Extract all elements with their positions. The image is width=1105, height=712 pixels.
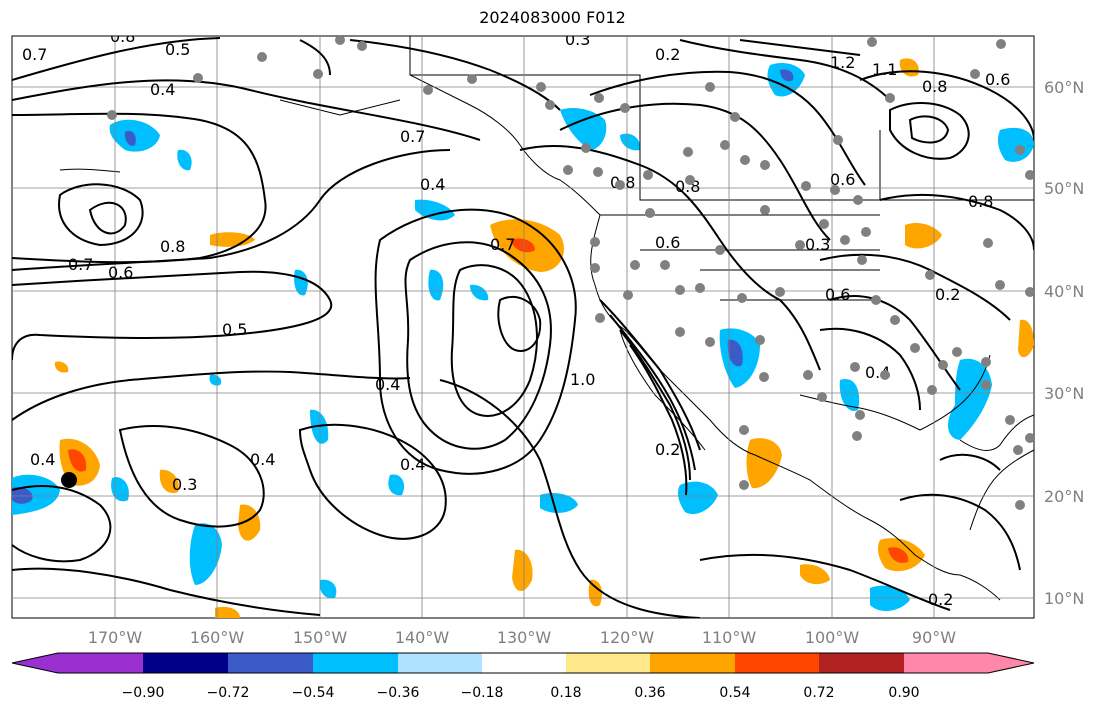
svg-text:0.8: 0.8 [922, 77, 947, 96]
svg-text:0.90: 0.90 [888, 685, 919, 701]
svg-text:0.7: 0.7 [22, 45, 47, 64]
colorbar-segment [12, 653, 143, 673]
svg-text:110°W: 110°W [702, 628, 757, 647]
svg-text:20°N: 20°N [1044, 487, 1084, 506]
svg-text:0.2: 0.2 [928, 590, 953, 609]
svg-text:1.0: 1.0 [570, 370, 595, 389]
station-markers [107, 36, 1034, 510]
svg-text:0.7: 0.7 [400, 127, 425, 146]
colorbar-segment [904, 653, 1034, 673]
colorbar-segment [313, 653, 398, 673]
svg-text:60°N: 60°N [1044, 78, 1084, 97]
svg-text:0.3: 0.3 [565, 30, 590, 49]
svg-text:50°N: 50°N [1044, 179, 1084, 198]
contour-lines [12, 37, 1034, 618]
svg-text:−0.90: −0.90 [122, 685, 165, 701]
svg-text:0.2: 0.2 [655, 440, 680, 459]
svg-text:0.2: 0.2 [935, 285, 960, 304]
svg-text:0.6: 0.6 [655, 233, 680, 252]
colorbar-segment [566, 653, 650, 673]
svg-text:−0.36: −0.36 [377, 685, 420, 701]
contour-labels: 0.7 0.8 0.5 0.4 0.3 0.2 1.2 1.1 0.8 0.6 … [22, 27, 1010, 609]
svg-text:170°W: 170°W [88, 628, 143, 647]
latitude-labels: 60°N 50°N 40°N 30°N 20°N 10°N [1044, 78, 1084, 608]
colorbar-segment [143, 653, 228, 673]
svg-text:−0.18: −0.18 [461, 685, 504, 701]
plot-area [11, 35, 1035, 619]
storm-marker [61, 472, 77, 488]
svg-text:0.8: 0.8 [110, 27, 135, 46]
coastlines [59, 36, 1034, 601]
svg-text:10°N: 10°N [1044, 589, 1084, 608]
svg-text:0.4: 0.4 [400, 455, 425, 474]
svg-text:90°W: 90°W [912, 628, 956, 647]
svg-text:0.4: 0.4 [375, 375, 400, 394]
svg-text:1.2: 1.2 [830, 53, 855, 72]
svg-text:0.6: 0.6 [985, 70, 1010, 89]
svg-text:0.6: 0.6 [825, 285, 850, 304]
svg-text:160°W: 160°W [190, 628, 245, 647]
svg-text:0.7: 0.7 [68, 255, 93, 274]
svg-text:0.3: 0.3 [805, 235, 830, 254]
svg-text:1.1: 1.1 [872, 60, 897, 79]
svg-text:30°N: 30°N [1044, 384, 1084, 403]
map-title: 2024083000 F012 [479, 8, 626, 27]
colorbar-segment [819, 653, 904, 673]
svg-text:0.5: 0.5 [222, 320, 247, 339]
svg-text:0.4: 0.4 [250, 450, 275, 469]
svg-text:0.72: 0.72 [803, 685, 834, 701]
colorbar-segment [650, 653, 735, 673]
svg-text:0.8: 0.8 [160, 237, 185, 256]
svg-text:0.54: 0.54 [719, 685, 750, 701]
svg-text:−0.54: −0.54 [292, 685, 335, 701]
colorbar: −0.90 −0.72 −0.54 −0.36 −0.18 0.18 0.36 … [11, 652, 1035, 701]
svg-text:0.2: 0.2 [655, 45, 680, 64]
svg-text:0.4: 0.4 [150, 80, 175, 99]
svg-text:120°W: 120°W [600, 628, 655, 647]
colorbar-segment [482, 653, 566, 673]
svg-text:−0.72: −0.72 [207, 685, 250, 701]
svg-text:150°W: 150°W [293, 628, 348, 647]
svg-text:40°N: 40°N [1044, 282, 1084, 301]
svg-text:0.7: 0.7 [490, 235, 515, 254]
svg-text:0.4: 0.4 [420, 175, 445, 194]
svg-text:0.3: 0.3 [172, 475, 197, 494]
svg-text:0.6: 0.6 [830, 170, 855, 189]
negative-shading [12, 63, 1034, 612]
svg-text:0.4: 0.4 [30, 450, 55, 469]
svg-text:0.36: 0.36 [634, 685, 665, 701]
svg-text:100°W: 100°W [805, 628, 860, 647]
svg-text:0.6: 0.6 [108, 263, 133, 282]
svg-text:0.18: 0.18 [550, 685, 581, 701]
colorbar-segment [398, 653, 482, 673]
colorbar-segment [735, 653, 819, 673]
colorbar-segment [228, 653, 313, 673]
svg-text:0.5: 0.5 [165, 40, 190, 59]
svg-text:130°W: 130°W [497, 628, 552, 647]
longitude-labels: 170°W 160°W 150°W 140°W 130°W 120°W 110°… [88, 628, 956, 647]
svg-text:140°W: 140°W [395, 628, 450, 647]
svg-text:0.8: 0.8 [968, 192, 993, 211]
